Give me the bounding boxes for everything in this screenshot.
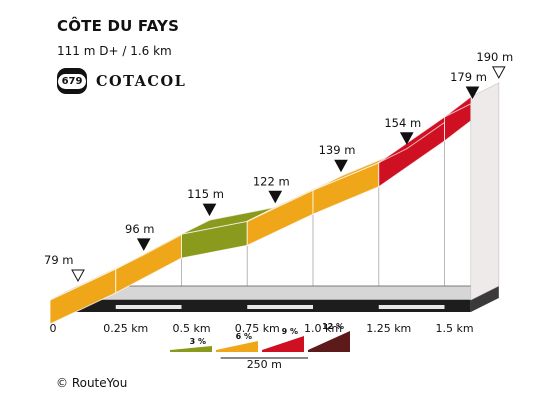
altitude-marker-icon [268,190,283,204]
cotacol-text: COTACOL [96,72,187,90]
altitude-marker-icon [202,203,217,217]
base-slab-side [470,286,499,312]
gradient-legend: 3 % 6 % 9 % 12 % 250 m [170,322,350,371]
x-tick-label: 0.25 km [103,322,148,335]
distance-stripe [378,305,445,309]
cotacol-logo: 679 COTACOL [57,67,186,95]
x-tick-label: 1.0 km [304,322,342,335]
distance-stripe [247,305,313,309]
x-tick-label: 0 [50,322,57,335]
altitude-label: 79 m [44,253,74,267]
legend-label: 3 % [190,337,206,346]
altitude-label: 96 m [125,222,155,236]
altitude-label: 115 m [187,187,224,201]
altitude-label: 190 m [476,50,513,64]
legend-swatch [308,331,350,352]
profile-gradient-layer [49,82,500,325]
altitude-label: 139 m [319,143,356,157]
profile-end-face [470,82,500,301]
x-tick-label: 1.5 km [435,322,473,335]
altitude-marker-icon [334,159,348,173]
climb-title: CÔTE DU FAYS [57,17,180,35]
x-axis-layer: 0 0.25 km 0.5 km 0.75 km 1.0 km 1.25 km 1.5 km [50,322,474,335]
distance-stripe [115,305,182,309]
altitude-endpoint-icon [491,66,506,79]
altitude-marker-icon [399,132,414,145]
altitude-marker-layer: 79 m 96 m 115 m 122 m 139 m 154 m 179 m 190 m [44,50,513,283]
altitude-label: 179 m [450,70,487,84]
altitude-marker-icon [465,86,480,100]
legend-label: 12 % [322,322,344,331]
legend-swatch [170,346,212,352]
x-tick-label: 1.25 km [366,322,411,335]
altitude-marker-icon [136,238,151,251]
x-tick-label: 0.5 km [172,322,210,335]
x-tick-label: 0.75 km [235,322,280,335]
cotacol-badge: 679 [57,68,87,94]
gradient-segment-6pct [49,268,117,325]
legend-label: 6 % [236,332,252,341]
altitude-label: 122 m [253,174,290,188]
cotacol-number: 679 [57,73,87,89]
routeyou-copyright: © RouteYou [56,376,128,390]
legend-swatch [262,336,304,352]
legend-scale-label: 250 m [247,358,282,371]
altitude-label: 154 m [384,116,421,130]
legend-swatch [216,341,258,352]
legend-label: 9 % [282,327,298,336]
altitude-endpoint-icon [71,269,85,283]
climb-stats: 111 m D+ / 1.6 km [57,44,172,58]
